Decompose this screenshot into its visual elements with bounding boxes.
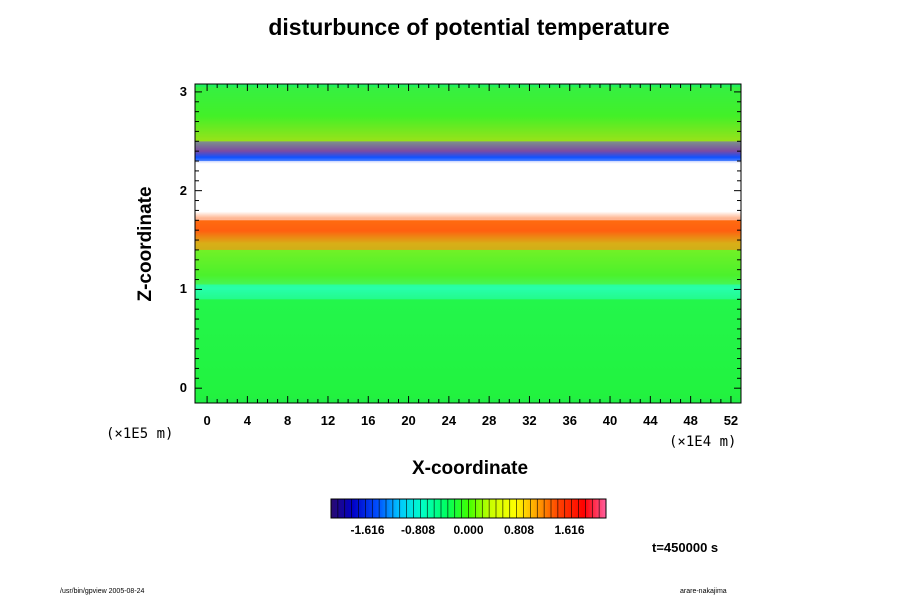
heatmap-bands [195, 86, 741, 399]
y-tick-label: 0 [179, 380, 187, 396]
x-tick-label: 8 [284, 413, 292, 428]
heatmap-region-5 [195, 141, 741, 162]
colorbar-label: 0.000 [453, 523, 484, 537]
x-tick-label: 0 [203, 413, 211, 428]
colorbar-label: 0.808 [503, 523, 535, 537]
x-axis-label: X-coordinate [411, 458, 529, 479]
plot-frame [194, 83, 742, 404]
heatmap-region-1 [195, 284, 741, 300]
footer-left-text: /usr/bin/gpview 2005-08-24 [60, 588, 145, 595]
chart-title: disturbunce of potential temperature [268, 14, 670, 40]
y-axis-label: Z-coordinate [135, 186, 156, 302]
footer-right-text: arare-nakajima [680, 588, 727, 595]
x-tick-label: 24 [441, 413, 457, 428]
x-tick-label: 44 [643, 413, 658, 428]
colorbar-divisions [337, 499, 600, 518]
x-tick-label: 32 [522, 413, 537, 428]
heatmap-region-4 [195, 161, 741, 221]
x-unit-label: (×1E4 m) [669, 434, 737, 450]
y-tick-label: 3 [179, 83, 187, 99]
x-tick-label: 36 [562, 413, 577, 428]
y-tick-label: 2 [179, 182, 187, 198]
y-tick-label: 1 [179, 281, 187, 297]
time-annotation: t=450000 s [652, 540, 719, 555]
x-tick-label: 12 [320, 413, 336, 428]
x-tick-label: 28 [481, 413, 497, 428]
x-tick-label: 40 [602, 413, 618, 428]
colorbar-label: 1.616 [554, 523, 585, 537]
axis-ticks [195, 84, 741, 403]
x-tick-label: 4 [243, 413, 251, 428]
heatmap-region-3 [195, 220, 741, 250]
heatmap-region-0 [195, 299, 741, 399]
y-unit-label: (×1E5 m) [106, 426, 174, 442]
colorbar-frame [330, 498, 607, 519]
colorbar-label: -1.616 [350, 523, 385, 537]
heatmap-region-6 [195, 86, 741, 142]
colorbar-label: -0.808 [400, 523, 436, 537]
x-tick-label: 48 [683, 413, 698, 428]
x-tick-label: 16 [361, 413, 376, 428]
x-tick-label: 20 [401, 413, 416, 428]
x-tick-label: 52 [723, 413, 739, 428]
heatmap-region-2 [195, 249, 741, 285]
